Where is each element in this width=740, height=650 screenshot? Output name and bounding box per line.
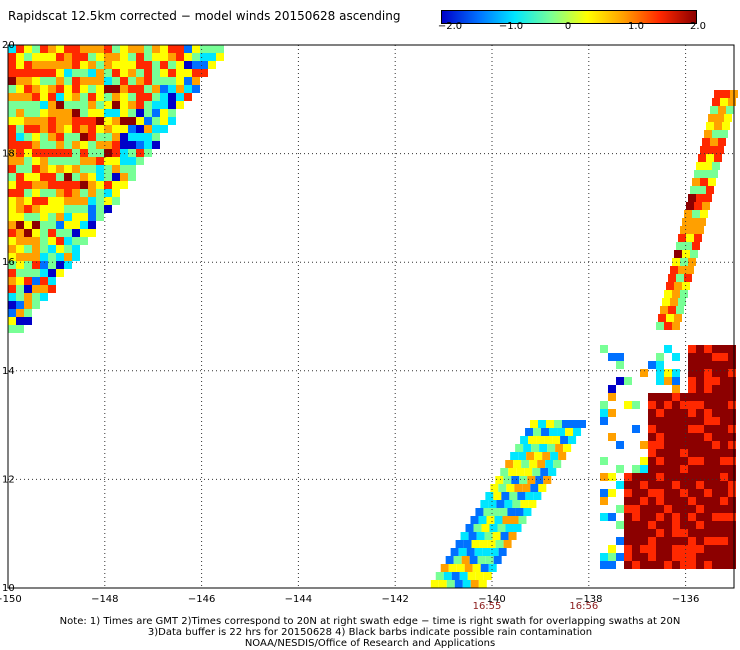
x-tick-label: −148	[91, 594, 118, 605]
y-tick-label: 12	[2, 474, 15, 485]
chart-title: Rapidscat 12.5km corrected − model winds…	[8, 9, 401, 23]
colorbar-tick-label: −1.0	[498, 21, 524, 32]
axis-labels: −150 −148 −146 −144 −142 −140 −138 −136 10 12 14 16…	[0, 40, 699, 612]
x-tick-label: −150	[0, 594, 22, 605]
colorbar-tick-label: −2.0	[437, 21, 463, 32]
x-tick-label: −142	[381, 594, 408, 605]
footnote-line-2: 3)Data buffer is 22 hrs for 20150628 4) …	[147, 627, 593, 638]
y-tick-label: 18	[2, 149, 15, 160]
x-tick-label: −140	[478, 594, 505, 605]
y-tick-label: 16	[2, 257, 15, 268]
footnote-line-1: Note: 1) Times are GMT 2)Times correspon…	[59, 616, 681, 627]
x-tick-label: −138	[575, 594, 602, 605]
map-frame	[7, 44, 735, 589]
lat-lon-grid	[8, 45, 734, 588]
swath-time-label: 16:55	[473, 601, 502, 612]
colorbar-tick-label: 2.0	[690, 21, 706, 32]
footnote-line-3: NOAA/NESDIS/Office of Research and Appli…	[244, 638, 496, 649]
y-tick-label: 10	[2, 583, 15, 594]
x-tick-label: −146	[188, 594, 215, 605]
x-tick-label: −136	[672, 594, 699, 605]
y-tick-label: 14	[2, 366, 15, 377]
swath-cells	[8, 45, 738, 588]
y-tick-label: 20	[2, 40, 15, 51]
swath-time-label: 16:56	[569, 601, 598, 612]
colorbar-tick-label: 1.0	[628, 21, 644, 32]
x-tick-label: −144	[285, 594, 312, 605]
color-scale-bar	[441, 10, 697, 24]
colorbar-tick-label: 0	[564, 21, 572, 32]
